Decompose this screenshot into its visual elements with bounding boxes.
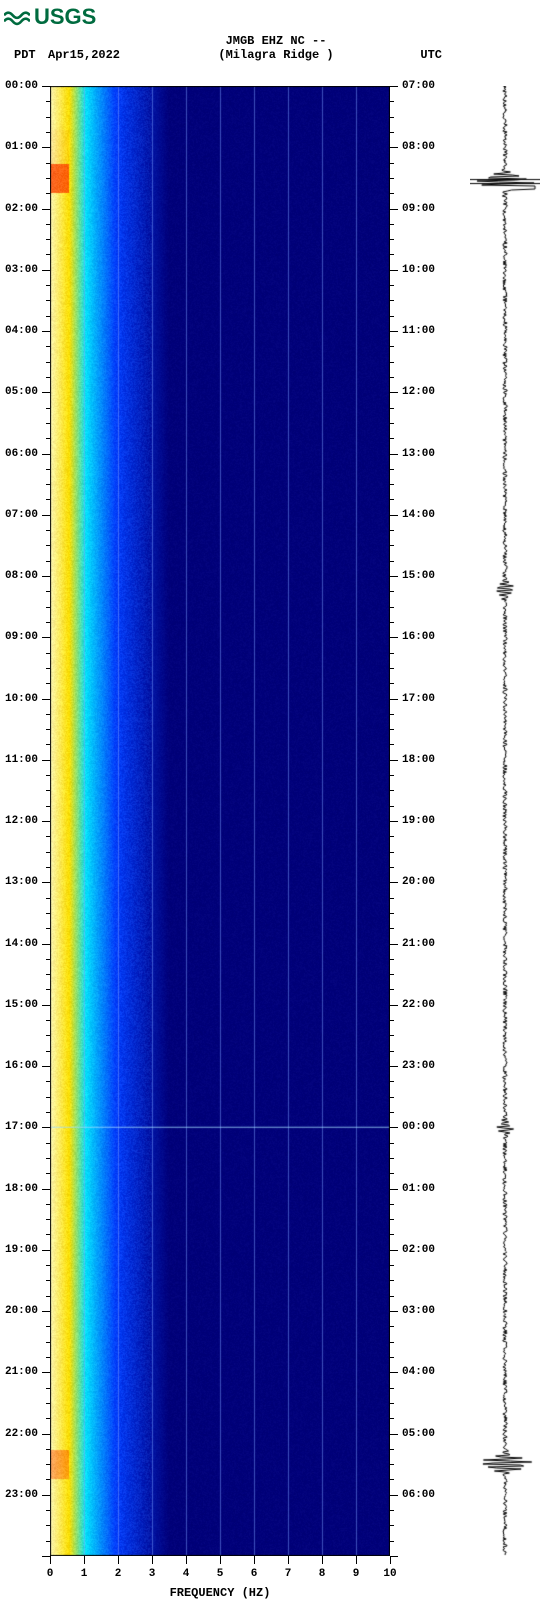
left-time-label: 07:00	[5, 509, 38, 521]
right-time-label: 21:00	[402, 938, 435, 950]
time-axis-right: 07:0008:0009:0010:0011:0012:0013:0014:00…	[390, 86, 450, 1556]
left-time-label: 21:00	[5, 1366, 38, 1378]
right-time-label: 20:00	[402, 876, 435, 888]
right-time-label: 19:00	[402, 815, 435, 827]
freq-tick-label: 5	[217, 1568, 224, 1580]
freq-tick-label: 7	[285, 1568, 292, 1580]
left-time-label: 03:00	[5, 264, 38, 276]
left-time-label: 19:00	[5, 1244, 38, 1256]
right-time-label: 00:00	[402, 1121, 435, 1133]
left-time-label: 02:00	[5, 203, 38, 215]
usgs-logo: USGS	[4, 4, 96, 30]
logo-text: USGS	[34, 4, 96, 30]
freq-axis-label: FREQUENCY (HZ)	[50, 1586, 390, 1600]
freq-tick-label: 3	[149, 1568, 156, 1580]
left-time-label: 06:00	[5, 448, 38, 460]
left-time-label: 16:00	[5, 1060, 38, 1072]
left-time-label: 17:00	[5, 1121, 38, 1133]
right-time-label: 22:00	[402, 999, 435, 1011]
freq-tick-label: 9	[353, 1568, 360, 1580]
right-time-label: 23:00	[402, 1060, 435, 1072]
right-time-label: 12:00	[402, 386, 435, 398]
right-time-label: 08:00	[402, 141, 435, 153]
station-name: (Milagra Ridge )	[0, 48, 552, 62]
waveform-trace	[470, 86, 540, 1556]
wave-icon	[4, 8, 30, 26]
right-time-label: 06:00	[402, 1489, 435, 1501]
station-channel: JMGB EHZ NC --	[0, 34, 552, 48]
tz-right: UTC	[420, 48, 442, 62]
freq-tick-label: 10	[383, 1568, 396, 1580]
freq-tick-label: 4	[183, 1568, 190, 1580]
right-time-label: 16:00	[402, 631, 435, 643]
freq-tick-label: 8	[319, 1568, 326, 1580]
left-time-label: 14:00	[5, 938, 38, 950]
left-time-label: 13:00	[5, 876, 38, 888]
right-time-label: 07:00	[402, 80, 435, 92]
plot-header: JMGB EHZ NC -- PDT Apr15,2022 (Milagra R…	[0, 34, 552, 64]
left-time-label: 11:00	[5, 754, 38, 766]
frequency-axis: FREQUENCY (HZ) 012345678910	[50, 1556, 390, 1606]
spectrogram	[50, 86, 390, 1556]
left-time-label: 09:00	[5, 631, 38, 643]
left-time-label: 00:00	[5, 80, 38, 92]
left-time-label: 23:00	[5, 1489, 38, 1501]
right-time-label: 10:00	[402, 264, 435, 276]
left-time-label: 20:00	[5, 1305, 38, 1317]
freq-tick-label: 0	[47, 1568, 54, 1580]
right-time-label: 15:00	[402, 570, 435, 582]
left-time-label: 01:00	[5, 141, 38, 153]
left-time-label: 18:00	[5, 1183, 38, 1195]
freq-tick-label: 2	[115, 1568, 122, 1580]
left-time-label: 12:00	[5, 815, 38, 827]
left-time-label: 05:00	[5, 386, 38, 398]
left-time-label: 10:00	[5, 693, 38, 705]
right-time-label: 02:00	[402, 1244, 435, 1256]
right-time-label: 13:00	[402, 448, 435, 460]
right-time-label: 04:00	[402, 1366, 435, 1378]
right-time-label: 18:00	[402, 754, 435, 766]
right-time-label: 03:00	[402, 1305, 435, 1317]
spectrogram-canvas	[50, 86, 390, 1556]
left-time-label: 22:00	[5, 1428, 38, 1440]
right-time-label: 14:00	[402, 509, 435, 521]
time-axis-left: 00:0001:0002:0003:0004:0005:0006:0007:00…	[0, 86, 50, 1556]
right-time-label: 17:00	[402, 693, 435, 705]
freq-tick-label: 1	[81, 1568, 88, 1580]
trace-canvas	[470, 86, 540, 1556]
right-time-label: 05:00	[402, 1428, 435, 1440]
right-time-label: 01:00	[402, 1183, 435, 1195]
freq-tick-label: 6	[251, 1568, 258, 1580]
left-time-label: 08:00	[5, 570, 38, 582]
left-time-label: 15:00	[5, 999, 38, 1011]
left-time-label: 04:00	[5, 325, 38, 337]
right-time-label: 11:00	[402, 325, 435, 337]
right-time-label: 09:00	[402, 203, 435, 215]
